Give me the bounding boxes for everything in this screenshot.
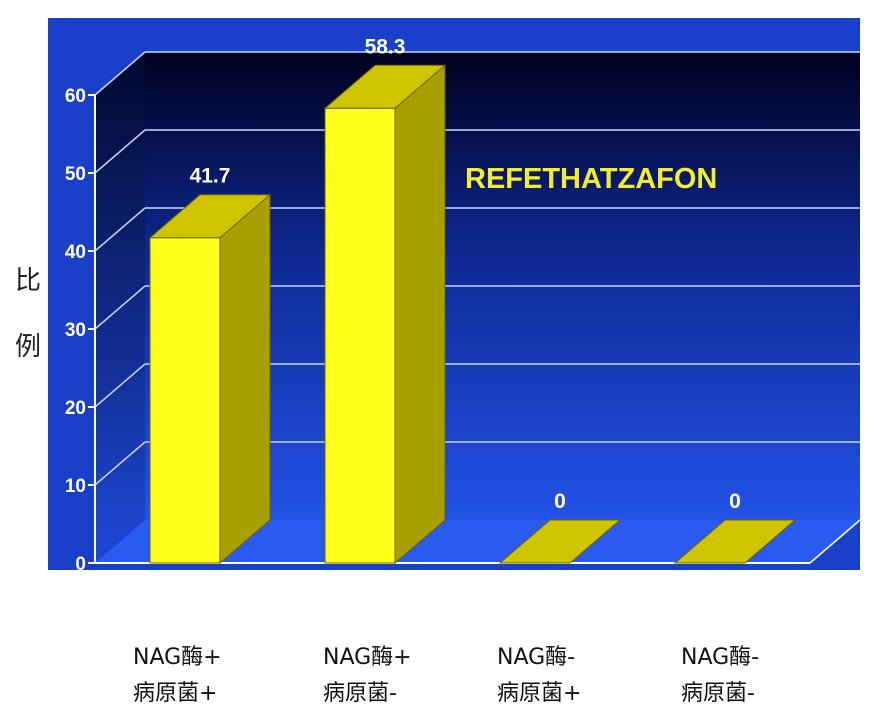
y-tick-label: 0 bbox=[75, 554, 86, 575]
bar bbox=[148, 193, 272, 565]
y-tick-label: 30 bbox=[65, 320, 86, 341]
bar-top bbox=[498, 519, 622, 564]
bar bbox=[673, 519, 797, 564]
x-tick-label-line1: NAG酶- bbox=[681, 645, 760, 670]
floor bbox=[95, 520, 860, 563]
chart-annotation: REFETHATZAFON bbox=[465, 163, 717, 195]
bar-side bbox=[394, 64, 446, 565]
x-tick-label-line1: NAG酶- bbox=[497, 645, 576, 670]
bar bbox=[498, 519, 622, 564]
x-tick-label-line2: 病原菌+ bbox=[133, 681, 218, 706]
gridline bbox=[94, 207, 146, 252]
gridline bbox=[94, 51, 146, 96]
x-tick-label-line1: NAG酶+ bbox=[323, 645, 412, 670]
data-label: 0 bbox=[554, 490, 566, 513]
data-label: 41.7 bbox=[190, 165, 231, 188]
bar-top bbox=[148, 194, 272, 239]
gridline bbox=[94, 441, 146, 486]
bar-top bbox=[323, 64, 447, 109]
bars bbox=[148, 64, 797, 565]
bar bbox=[323, 64, 447, 565]
gridline bbox=[94, 363, 146, 408]
x-tick-label-line2: 病原菌+ bbox=[497, 681, 582, 706]
y-axis-label: 比例 bbox=[14, 266, 41, 362]
y-tick-label: 50 bbox=[65, 164, 86, 185]
gridline bbox=[94, 285, 146, 330]
y-tick-label: 20 bbox=[65, 398, 86, 419]
y-tick-label: 40 bbox=[65, 242, 86, 263]
y-tick-label: 60 bbox=[65, 86, 86, 107]
data-labels: 41.7 58.3 0 0 bbox=[190, 35, 741, 513]
x-tick-label-line1: NAG酶+ bbox=[133, 645, 222, 670]
data-label: 58.3 bbox=[365, 35, 406, 58]
bar-front bbox=[324, 107, 396, 564]
x-tick-label-line2: 病原菌- bbox=[681, 681, 755, 706]
x-tick-label: NAG酶+ 病原菌- bbox=[323, 640, 503, 712]
x-tick-label: NAG酶- 病原菌+ bbox=[497, 640, 677, 712]
gridline bbox=[94, 129, 146, 174]
bar-top bbox=[673, 519, 797, 564]
bar-side bbox=[219, 193, 271, 565]
x-tick-label: NAG酶+ 病原菌+ bbox=[133, 640, 313, 712]
bar-front bbox=[149, 237, 221, 564]
y-tick-label: 10 bbox=[65, 476, 86, 497]
floor-edge bbox=[809, 519, 861, 564]
data-label: 0 bbox=[729, 490, 741, 513]
x-tick-label: NAG酶- 病原菌- bbox=[681, 640, 861, 712]
x-tick-label-line2: 病原菌- bbox=[323, 681, 397, 706]
